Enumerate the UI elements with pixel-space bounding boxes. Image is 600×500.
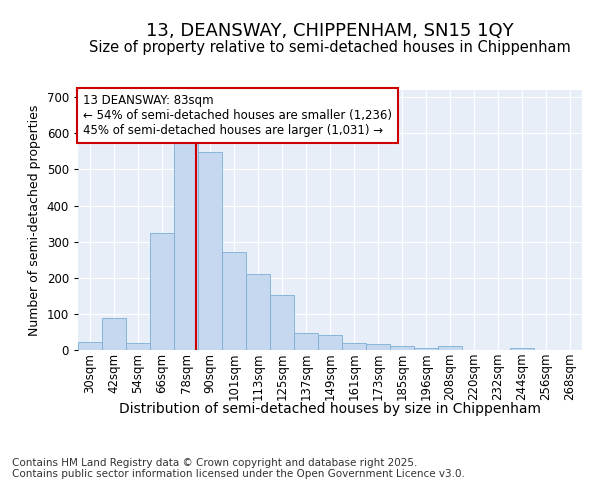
Bar	[366, 344, 390, 350]
Bar	[198, 152, 222, 350]
Bar	[78, 342, 102, 350]
Bar	[222, 252, 246, 350]
Text: Distribution of semi-detached houses by size in Chippenham: Distribution of semi-detached houses by …	[119, 402, 541, 416]
Text: 13, DEANSWAY, CHIPPENHAM, SN15 1QY: 13, DEANSWAY, CHIPPENHAM, SN15 1QY	[146, 22, 514, 40]
Bar	[438, 346, 462, 350]
Bar	[102, 318, 126, 350]
Bar	[174, 143, 198, 350]
Bar	[342, 343, 366, 350]
Y-axis label: Number of semi-detached properties: Number of semi-detached properties	[28, 104, 41, 336]
Bar	[246, 274, 270, 350]
Bar	[294, 332, 318, 350]
Bar	[270, 295, 294, 350]
Text: 13 DEANSWAY: 83sqm
← 54% of semi-detached houses are smaller (1,236)
45% of semi: 13 DEANSWAY: 83sqm ← 54% of semi-detache…	[83, 94, 392, 137]
Bar	[390, 346, 414, 350]
Text: Contains HM Land Registry data © Crown copyright and database right 2025.
Contai: Contains HM Land Registry data © Crown c…	[12, 458, 465, 479]
Bar	[510, 348, 534, 350]
Bar	[414, 348, 438, 350]
Text: Size of property relative to semi-detached houses in Chippenham: Size of property relative to semi-detach…	[89, 40, 571, 55]
Bar	[126, 343, 150, 350]
Bar	[150, 234, 174, 350]
Bar	[318, 335, 342, 350]
